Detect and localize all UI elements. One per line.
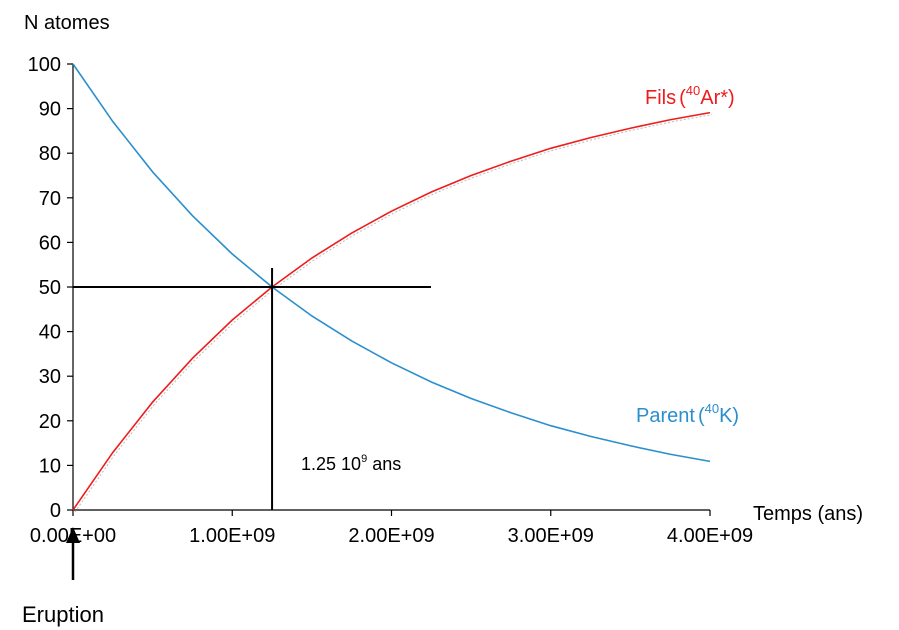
parent-close-paren: ): [732, 405, 739, 427]
y-ticks: 0 10 20 30 40 50 60 70 80 90 100: [28, 54, 73, 522]
y-tick-label: 10: [39, 455, 61, 477]
parent-isotope: 40: [705, 401, 719, 416]
half-life-guides: [73, 268, 431, 510]
series-line-fils-trend: [74, 114, 713, 513]
parent-open-paren: (: [698, 405, 705, 427]
series-line-fils: [72, 111, 711, 511]
fils-open-paren: (: [679, 87, 686, 109]
fils-prefix: Fils: [645, 87, 676, 109]
y-tick-label: 50: [39, 277, 61, 299]
y-tick-label: 0: [50, 500, 61, 522]
y-tick-label: 70: [39, 188, 61, 210]
eruption-arrow-head: [66, 527, 80, 543]
half-life-unit: ans: [367, 454, 401, 474]
half-life-label: 1.25 109 ans: [301, 453, 401, 474]
eruption-label: Eruption: [22, 602, 104, 627]
y-axis-label: N atomes: [24, 12, 110, 34]
y-tick-label: 30: [39, 366, 61, 388]
x-axis-label: Temps (ans): [753, 503, 863, 525]
series-label-fils: Fils (40Ar*): [645, 83, 735, 109]
series-line-parent: [72, 63, 711, 463]
half-life-exponent: 9: [361, 453, 367, 465]
x-tick-label: 3.00E+09: [508, 525, 594, 547]
eruption-marker: Eruption: [22, 527, 104, 627]
fils-symbol: Ar*: [700, 87, 728, 109]
y-tick-label: 90: [39, 99, 61, 121]
x-tick-label: 1.00E+09: [189, 525, 275, 547]
x-ticks: 0.00E+001.00E+092.00E+093.00E+094.00E+09: [30, 510, 753, 547]
x-tick-label: 2.00E+09: [348, 525, 434, 547]
y-tick-label: 20: [39, 411, 61, 433]
fils-isotope: 40: [686, 83, 700, 98]
y-tick-label: 60: [39, 232, 61, 254]
series-group: [72, 63, 713, 513]
x-tick-label: 4.00E+09: [667, 525, 753, 547]
fils-close-paren: ): [728, 87, 735, 109]
parent-symbol: K: [719, 405, 733, 427]
parent-prefix: Parent: [636, 405, 695, 427]
y-tick-label: 80: [39, 143, 61, 165]
series-label-parent: Parent (40K): [636, 401, 739, 427]
y-tick-label: 40: [39, 322, 61, 344]
half-life-value: 1.25 10: [301, 454, 361, 474]
y-tick-label: 100: [28, 54, 61, 76]
